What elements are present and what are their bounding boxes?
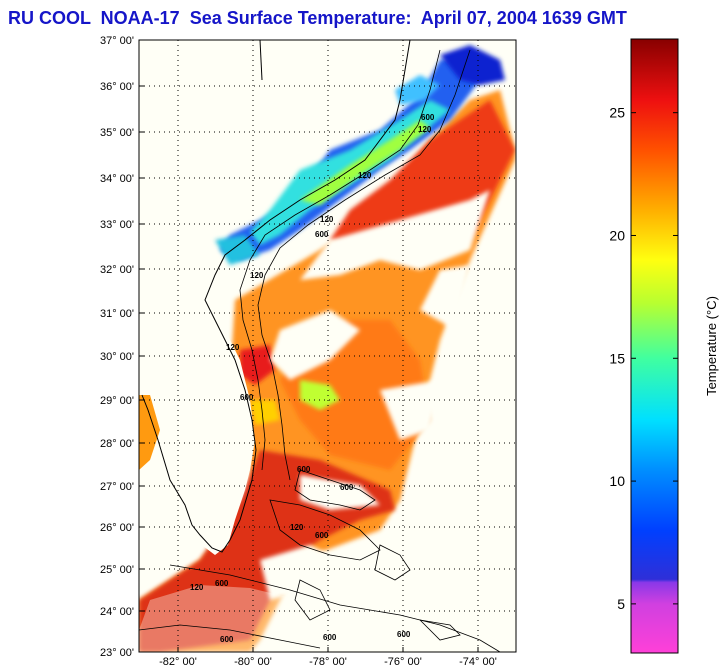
lat-label: 29° 00' xyxy=(100,395,134,407)
contour-label: 120 xyxy=(226,343,240,352)
longitude-labels: -82° 00' -80° 00' -78° 00' -76° 00' -74°… xyxy=(159,656,497,668)
colorbar-label: Temperature (°C) xyxy=(704,296,719,396)
contour-label: 120 xyxy=(290,523,304,532)
lat-label: 27° 00' xyxy=(100,481,134,493)
map-title: RU COOL NOAA-17 Sea Surface Temperature:… xyxy=(8,8,627,28)
lat-label: 26° 00' xyxy=(100,522,134,534)
contour-label: 600 xyxy=(297,465,311,474)
contour-label: 120 xyxy=(190,583,204,592)
contour-labels: 120 600 120 600 120 120 600 120 600 600 … xyxy=(190,113,435,644)
contour-label: 120 xyxy=(358,171,372,180)
lat-label: 33° 00' xyxy=(100,219,134,231)
lon-label: -82° 00' xyxy=(159,656,197,668)
latitude-labels: 37° 00' 36° 00' 35° 00' 34° 00' 33° 00' … xyxy=(100,35,134,659)
lat-label: 24° 00' xyxy=(100,606,134,618)
lon-label: -80° 00' xyxy=(234,656,272,668)
lon-label: -76° 00' xyxy=(384,656,422,668)
colorbar-tick-label: 10 xyxy=(609,473,625,489)
contour-label: 600 xyxy=(340,483,354,492)
contour-label: 600 xyxy=(323,633,337,642)
lat-label: 30° 00' xyxy=(100,351,134,363)
contour-label: 600 xyxy=(421,113,435,122)
lat-label: 31° 00' xyxy=(100,308,134,320)
lat-label: 25° 00' xyxy=(100,564,134,576)
axis-ticks xyxy=(139,39,479,653)
contour-label: 120 xyxy=(250,271,264,280)
lat-label: 34° 00' xyxy=(100,173,134,185)
contour-label: 600 xyxy=(397,630,411,639)
lat-label: 32° 00' xyxy=(100,264,134,276)
lat-label: 35° 00' xyxy=(100,127,134,139)
lat-label: 28° 00' xyxy=(100,438,134,450)
isobath-contours xyxy=(138,49,501,653)
contour-label: 600 xyxy=(315,230,329,239)
colorbar-tick-label: 20 xyxy=(609,227,625,243)
contour-label: 600 xyxy=(315,531,329,540)
lon-label: -74° 00' xyxy=(459,656,497,668)
map-gridlines xyxy=(139,40,516,652)
colorbar xyxy=(630,38,679,654)
colorbar-tick-label: 15 xyxy=(609,350,625,366)
contour-label: 600 xyxy=(240,393,254,402)
colorbar-ticks: 25 20 15 10 5 xyxy=(609,105,678,612)
sst-imagery xyxy=(139,40,515,652)
lon-label: -78° 00' xyxy=(309,656,347,668)
coastline xyxy=(141,39,411,553)
contour-label: 600 xyxy=(220,635,234,644)
colorbar-tick-label: 5 xyxy=(617,596,625,612)
contour-label: 120 xyxy=(418,125,432,134)
colorbar-tick-label: 25 xyxy=(609,105,625,121)
contour-label: 600 xyxy=(215,579,229,588)
lat-label: 37° 00' xyxy=(100,35,134,47)
lat-label: 36° 00' xyxy=(100,81,134,93)
lat-label: 23° 00' xyxy=(100,647,134,659)
contour-label: 120 xyxy=(320,215,334,224)
